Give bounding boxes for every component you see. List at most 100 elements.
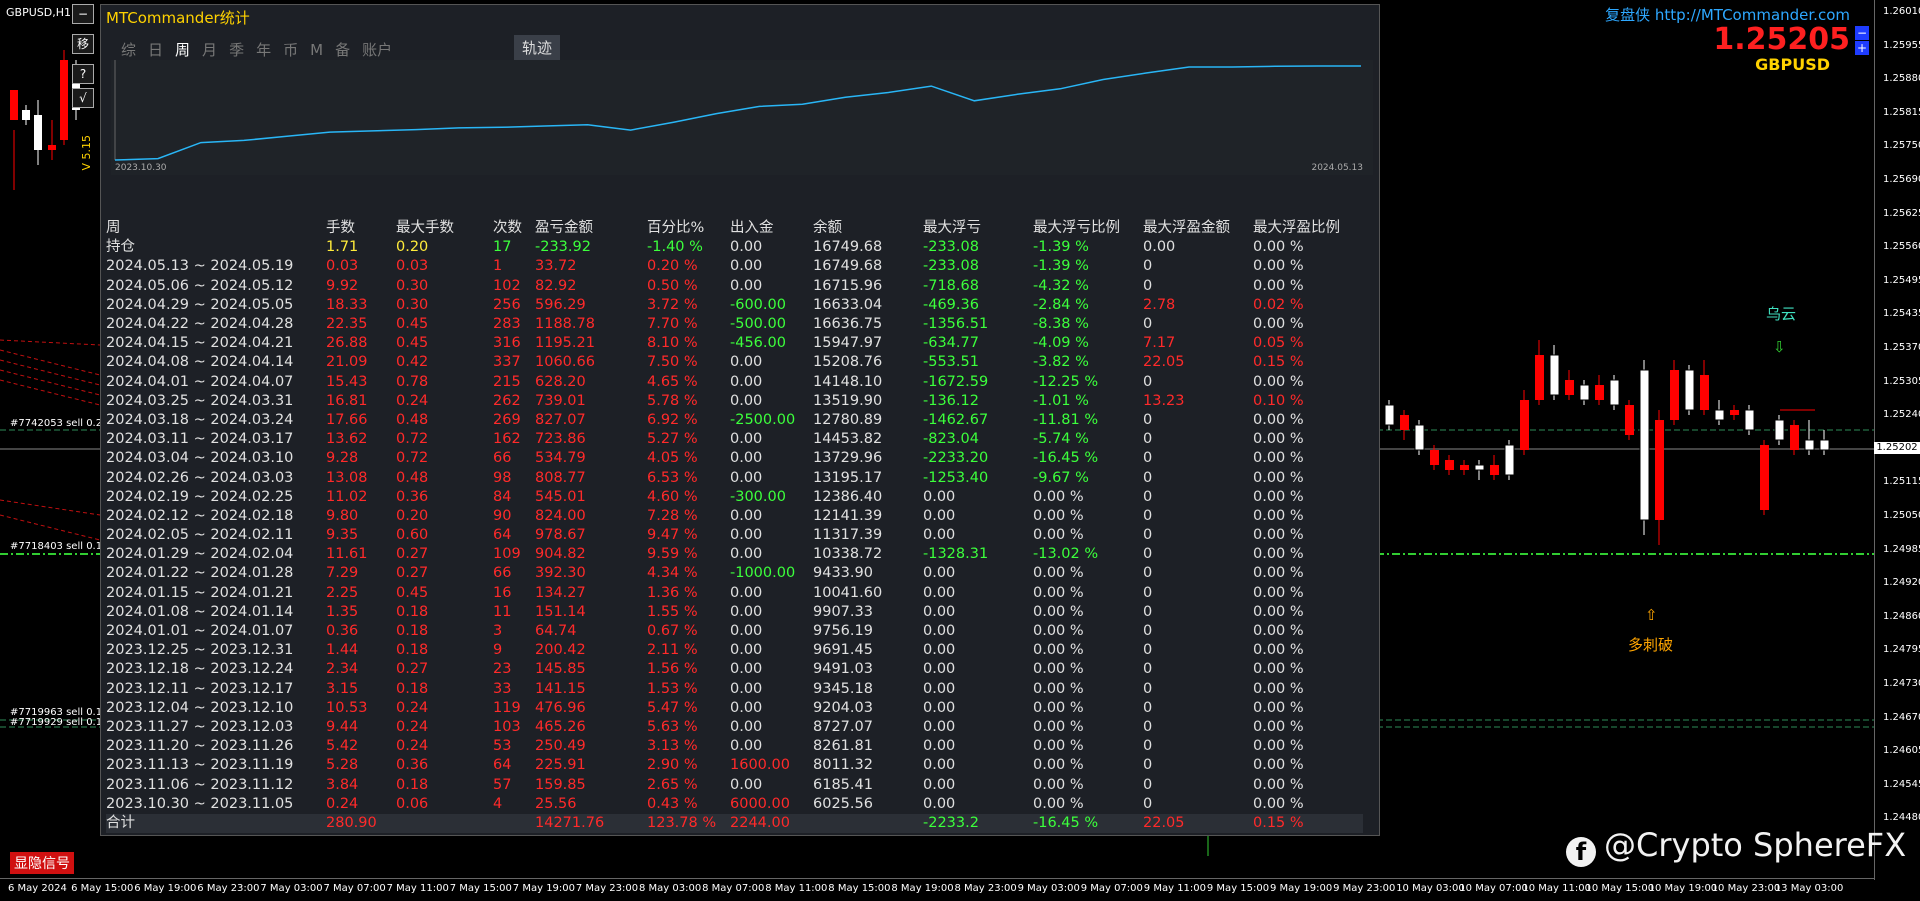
table-row[interactable]: 2024.04.08 ~ 2024.04.14 21.09 0.42 337 1060.… xyxy=(106,353,1363,372)
version-label: V 5.15 xyxy=(80,135,93,171)
zoom-out-button[interactable]: − xyxy=(1855,26,1869,40)
tab-track[interactable]: 轨迹 xyxy=(514,35,561,60)
column-header[interactable]: 手数 xyxy=(326,220,355,237)
table-cell: 0.00 xyxy=(923,757,956,774)
tab-2[interactable]: 周 xyxy=(175,41,191,59)
table-row[interactable]: 2023.12.18 ~ 2023.12.24 2.34 0.27 23 145.85 1… xyxy=(106,660,1363,679)
table-cell: 0.05 % xyxy=(1253,335,1304,352)
table-row[interactable]: 2023.10.30 ~ 2023.11.05 0.24 0.06 4 25.56 0.4… xyxy=(106,795,1363,814)
table-cell: 17 xyxy=(493,239,512,256)
table-row[interactable]: 2024.02.26 ~ 2024.03.03 13.08 0.48 98 808.77… xyxy=(106,468,1363,487)
table-row[interactable]: 2024.04.15 ~ 2024.04.21 26.88 0.45 316 1195.… xyxy=(106,334,1363,353)
table-cell: 162 xyxy=(493,431,521,448)
table-cell: 316 xyxy=(493,335,521,352)
column-header[interactable]: 最大浮亏比例 xyxy=(1033,220,1120,237)
table-row[interactable]: 2024.03.04 ~ 2024.03.10 9.28 0.72 66 534.79 4… xyxy=(106,449,1363,468)
table-cell: 534.79 xyxy=(535,450,586,467)
tab-3[interactable]: 月 xyxy=(202,41,218,59)
help-button[interactable]: ? xyxy=(72,64,94,84)
table-row[interactable]: 2023.12.25 ~ 2023.12.31 1.44 0.18 9 200.42 2.… xyxy=(106,641,1363,660)
table-row[interactable]: 2024.01.22 ~ 2024.01.28 7.29 0.27 66 392.30 4… xyxy=(106,564,1363,583)
table-cell: 2023.12.11 ~ 2023.12.17 xyxy=(106,680,294,697)
column-header[interactable]: 最大浮盈金额 xyxy=(1143,220,1230,237)
table-row[interactable]: 2024.05.06 ~ 2024.05.12 9.92 0.30 102 82.92 0… xyxy=(106,277,1363,296)
table-cell: 1188.78 xyxy=(535,316,595,333)
table-row[interactable]: 2024.01.01 ~ 2024.01.07 0.36 0.18 3 64.74 0.6… xyxy=(106,622,1363,641)
price-axis[interactable]: 1.26010 1.25955 1.25880 1.25815 1.25750 1.256… xyxy=(1874,0,1920,880)
table-row[interactable]: 2024.03.25 ~ 2024.03.31 16.81 0.24 262 739.0… xyxy=(106,392,1363,411)
column-header[interactable]: 周 xyxy=(106,220,121,237)
column-header[interactable]: 次数 xyxy=(493,220,522,237)
time-tick: 7 May 03:00 xyxy=(260,883,323,894)
candle xyxy=(48,145,56,150)
table-cell: 0.18 xyxy=(396,623,429,640)
toggle-signals-button[interactable]: 显隐信号 xyxy=(10,852,74,874)
table-row[interactable]: 2024.01.08 ~ 2024.01.14 1.35 0.18 11 151.14 1… xyxy=(106,603,1363,622)
table-cell: 2024.01.29 ~ 2024.02.04 xyxy=(106,546,294,563)
column-header[interactable]: 盈亏金额 xyxy=(535,220,593,237)
price-tick: 1.25955 xyxy=(1883,39,1920,51)
tab-0[interactable]: 综 xyxy=(121,41,137,59)
time-tick: 13 May 03:00 xyxy=(1774,883,1844,894)
table-row[interactable]: 2024.02.19 ~ 2024.02.25 11.02 0.36 84 545.01… xyxy=(106,488,1363,507)
table-row[interactable]: 2024.04.01 ~ 2024.04.07 15.43 0.78 215 628.2… xyxy=(106,373,1363,392)
table-row[interactable]: 2023.11.27 ~ 2023.12.03 9.44 0.24 103 465.26… xyxy=(106,718,1363,737)
tab-8[interactable]: 备 xyxy=(335,41,351,59)
table-cell: 1.53 % xyxy=(647,680,698,697)
table-row[interactable]: 2024.02.12 ~ 2024.02.18 9.80 0.20 90 824.00 7… xyxy=(106,507,1363,526)
table-row[interactable]: 2023.12.11 ~ 2023.12.17 3.15 0.18 33 141.15 1… xyxy=(106,680,1363,699)
move-button[interactable]: 移 xyxy=(72,34,94,54)
table-row[interactable]: 2024.04.22 ~ 2024.04.28 22.35 0.45 283 1188.… xyxy=(106,315,1363,334)
tab-4[interactable]: 季 xyxy=(229,41,245,59)
check-button[interactable]: √ xyxy=(72,88,94,108)
table-cell: 0.00 xyxy=(923,507,956,524)
order-label: #7742053 sell 0.20 xyxy=(10,418,109,429)
time-tick: 8 May 23:00 xyxy=(954,883,1017,894)
tab-1[interactable]: 日 xyxy=(148,41,164,59)
table-cell: 7.28 % xyxy=(647,507,698,524)
table-row[interactable]: 2024.04.29 ~ 2024.05.05 18.33 0.30 256 596.2… xyxy=(106,296,1363,315)
table-row[interactable]: 2024.03.11 ~ 2024.03.17 13.62 0.72 162 723.8… xyxy=(106,430,1363,449)
table-row[interactable]: 2024.03.18 ~ 2024.03.24 17.66 0.48 269 827.0… xyxy=(106,411,1363,430)
tab-9[interactable]: 账户 xyxy=(362,41,393,59)
tab-5[interactable]: 年 xyxy=(256,41,272,59)
table-row[interactable]: 2024.01.15 ~ 2024.01.21 2.25 0.45 16 134.27 1… xyxy=(106,584,1363,603)
table-cell: 0.00 xyxy=(923,795,956,812)
table-cell: -5.74 % xyxy=(1033,431,1089,448)
column-header[interactable]: 出入金 xyxy=(730,220,774,237)
table-cell: 4.65 % xyxy=(647,373,698,390)
table-cell: 6185.41 xyxy=(813,776,873,793)
table-cell: 2024.01.15 ~ 2024.01.21 xyxy=(106,584,294,601)
zoom-in-button[interactable]: + xyxy=(1855,41,1869,55)
time-tick: 9 May 03:00 xyxy=(1017,883,1080,894)
table-row[interactable]: 2024.05.13 ~ 2024.05.19 0.03 0.03 1 33.72 0.2… xyxy=(106,257,1363,276)
table-row[interactable]: 2023.11.13 ~ 2023.11.19 5.28 0.36 64 225.91 2… xyxy=(106,756,1363,775)
table-cell: 0.00 xyxy=(730,507,763,524)
column-header[interactable]: 最大浮亏 xyxy=(923,220,981,237)
table-row[interactable]: 2023.11.06 ~ 2023.11.12 3.84 0.18 57 159.85 2… xyxy=(106,775,1363,794)
brand-link[interactable]: 复盘侠 http://MTCommander.com xyxy=(1605,6,1850,24)
holding-row[interactable]: 持仓 1.71 0.20 17 -233.92 -1.40 % 0.00 16749.68 -2… xyxy=(106,238,1363,257)
tab-7[interactable]: M xyxy=(310,41,324,59)
tab-6[interactable]: 币 xyxy=(283,41,299,59)
table-row[interactable]: 2024.02.05 ~ 2024.02.11 9.35 0.60 64 978.67 9… xyxy=(106,526,1363,545)
table-row[interactable]: 2023.11.20 ~ 2023.11.26 5.42 0.24 53 250.49 3… xyxy=(106,737,1363,756)
time-axis[interactable]: 6 May 2024 6 May 15:00 6 May 19:00 6 May 23… xyxy=(0,878,1874,901)
table-cell: 1.36 % xyxy=(647,584,698,601)
equity-line xyxy=(114,65,1361,161)
table-cell: -2500.00 xyxy=(730,411,796,428)
column-header[interactable]: 最大手数 xyxy=(396,220,454,237)
table-cell: 82.92 xyxy=(535,277,577,294)
table-row[interactable]: 2024.01.29 ~ 2024.02.04 11.61 0.27 109 904.8… xyxy=(106,545,1363,564)
column-header[interactable]: 最大浮盈比例 xyxy=(1253,220,1340,237)
minimize-button[interactable]: − xyxy=(72,4,94,24)
table-row[interactable]: 2023.12.04 ~ 2023.12.10 10.53 0.24 119 476.9… xyxy=(106,699,1363,718)
time-tick: 9 May 07:00 xyxy=(1080,883,1143,894)
table-cell: -13.02 % xyxy=(1033,546,1099,563)
table-cell: 6000.00 xyxy=(730,795,790,812)
table-cell: 22.05 xyxy=(1143,354,1185,371)
time-tick: 8 May 07:00 xyxy=(702,883,765,894)
column-header[interactable]: 余额 xyxy=(813,220,842,237)
column-header[interactable]: 百分比% xyxy=(647,220,705,237)
table-cell: 9491.03 xyxy=(813,661,873,678)
